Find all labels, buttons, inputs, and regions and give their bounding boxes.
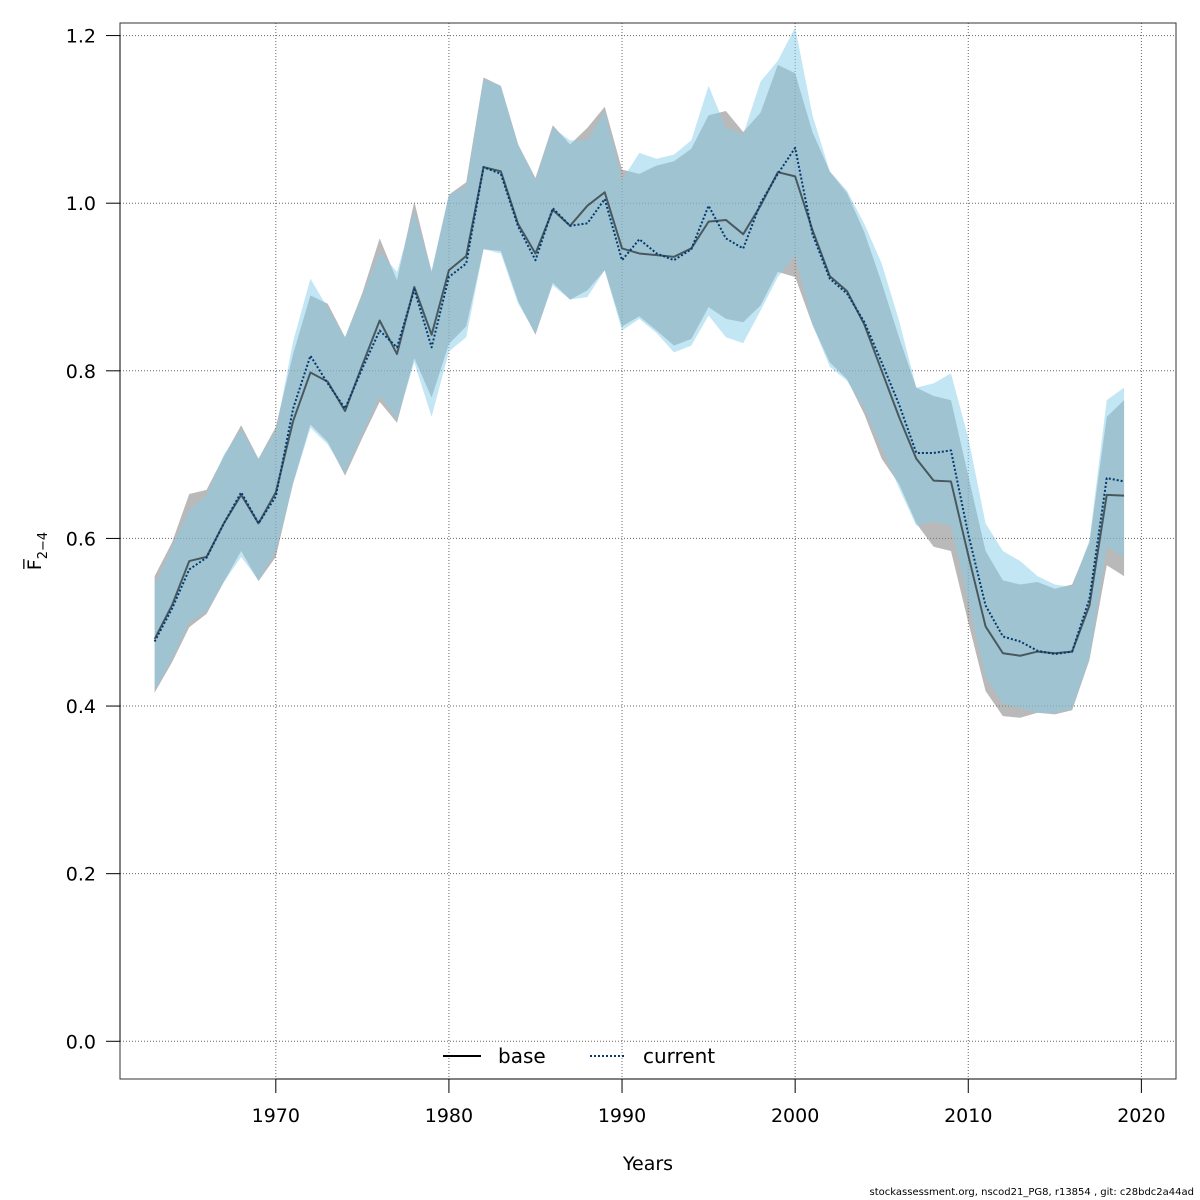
x-axis: 1970 1980 1990 2000 2010 2020 <box>252 1078 1166 1127</box>
x-tick-label: 1990 <box>598 1105 646 1127</box>
y-axis: 0.0 0.2 0.4 0.6 0.8 1.0 1.2 <box>66 26 121 1053</box>
x-tick-label: 2020 <box>1117 1105 1165 1127</box>
legend: base current <box>443 1044 715 1068</box>
y-tick-label: 0.6 <box>66 528 96 550</box>
x-tick-label: 1980 <box>425 1105 473 1127</box>
y-axis-title: F̅2−4 <box>22 532 51 570</box>
legend-label-base: base <box>498 1044 546 1068</box>
legend-label-current: current <box>643 1044 715 1068</box>
y-tick-label: 1.0 <box>66 193 96 215</box>
x-tick-label: 2010 <box>944 1105 992 1127</box>
svg-text:F̅2−4: F̅2−4 <box>22 532 51 570</box>
series-line-base <box>153 166 1125 657</box>
y-tick-label: 0.0 <box>66 1031 96 1053</box>
y-tick-label: 1.2 <box>66 26 96 48</box>
x-axis-title: Years <box>622 1153 673 1175</box>
confidence-bands <box>154 27 1125 718</box>
y-axis-title-subscript: 2−4 <box>36 532 51 559</box>
x-tick-label: 1970 <box>252 1105 300 1127</box>
y-tick-label: 0.8 <box>66 361 96 383</box>
y-tick-label: 0.2 <box>66 864 96 886</box>
y-tick-label: 0.4 <box>66 696 96 718</box>
grid-lines <box>120 23 1176 1079</box>
series-lines <box>153 146 1125 657</box>
confidence-band-current <box>154 27 1125 713</box>
x-tick-label: 2000 <box>771 1105 819 1127</box>
y-axis-title-main: F̅ <box>22 558 46 570</box>
footer-source-text: stockassessment.org, nscod21_PG8, r13854… <box>869 1187 1194 1198</box>
